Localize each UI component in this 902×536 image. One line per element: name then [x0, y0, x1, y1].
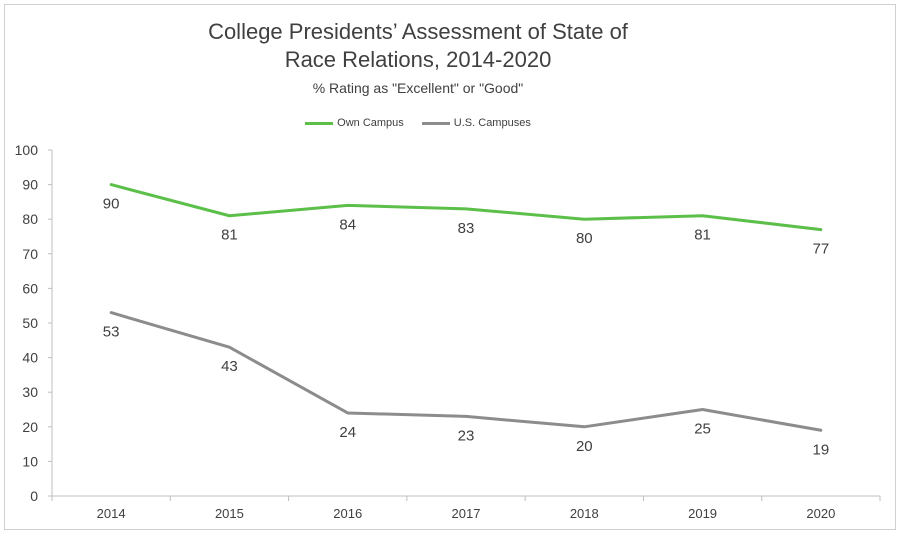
legend-item-own-campus: Own Campus [305, 117, 404, 129]
legend-swatch-own-campus [305, 121, 334, 125]
y-tick-label: 30 [22, 384, 38, 400]
data-label-own-campus: 81 [694, 227, 711, 244]
data-label-us-campuses: 25 [694, 421, 711, 438]
data-label-own-campus: 84 [339, 216, 356, 233]
x-tick-label: 2019 [688, 506, 717, 521]
x-tick-label: 2015 [215, 506, 244, 521]
y-tick-label: 90 [22, 177, 38, 193]
x-tick-label: 2017 [452, 506, 481, 521]
legend-label-us-campuses: U.S. Campuses [453, 117, 531, 129]
data-label-us-campuses: 53 [103, 324, 120, 341]
data-label-us-campuses: 19 [813, 441, 830, 458]
data-label-own-campus: 80 [576, 230, 593, 247]
y-tick-label: 50 [22, 315, 38, 331]
y-tick-label: 60 [22, 280, 38, 296]
legend-swatch-us-campuses [421, 121, 450, 125]
chart-title-line2: Race Relations, 2014-2020 [284, 47, 552, 72]
x-tick-label: 2016 [333, 506, 362, 521]
y-tick-label: 0 [30, 488, 38, 504]
legend-item-us-campuses: U.S. Campuses [421, 117, 531, 129]
series-line-own-campus [109, 183, 823, 232]
y-tick-label: 100 [15, 142, 39, 158]
y-tick-label: 40 [22, 350, 38, 366]
data-label-own-campus: 83 [458, 220, 475, 237]
legend-label-own-campus: Own Campus [337, 117, 404, 129]
chart-title: College Presidents’ Assessment of State … [0, 18, 836, 74]
data-label-own-campus: 90 [103, 196, 120, 213]
chart-frame [4, 4, 896, 530]
data-label-own-campus: 77 [813, 241, 830, 258]
x-tick-label: 2014 [97, 506, 126, 521]
series-line-us-campuses [109, 311, 823, 432]
y-tick-label: 80 [22, 211, 38, 227]
y-tick-label: 70 [22, 246, 38, 262]
chart-subtitle: % Rating as "Excellent" or "Good" [312, 80, 524, 96]
chart-legend: Own Campus U.S. Campuses [0, 117, 836, 129]
data-label-own-campus: 81 [221, 227, 238, 244]
data-label-us-campuses: 43 [221, 358, 238, 375]
data-label-us-campuses: 24 [339, 424, 356, 441]
x-tick-label: 2018 [570, 506, 599, 521]
y-tick-label: 20 [22, 419, 38, 435]
x-tick-label: 2020 [806, 506, 835, 521]
data-label-us-campuses: 20 [576, 438, 593, 455]
data-label-us-campuses: 23 [458, 427, 475, 444]
y-tick-label: 10 [22, 453, 38, 469]
chart-title-line1: College Presidents’ Assessment of State … [208, 19, 628, 44]
